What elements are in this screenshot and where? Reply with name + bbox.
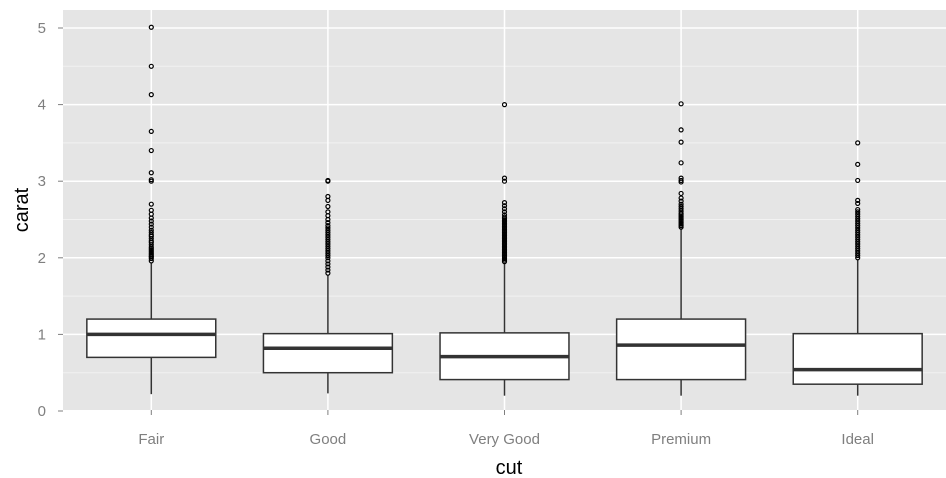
outlier-point: [501, 175, 508, 181]
outlier-point: [678, 175, 684, 181]
outlier-point: [148, 177, 154, 183]
y-tick-label: 0: [38, 403, 46, 420]
iqr-box: [262, 332, 394, 374]
box-good: [262, 177, 394, 394]
outlier-point: [325, 264, 331, 270]
x-axis-title: cut: [496, 457, 523, 478]
iqr-box: [615, 318, 747, 381]
outlier-point: [148, 201, 154, 207]
x-axis: Fair Good Very Good Premium Ideal: [138, 410, 874, 448]
outlier-point: [325, 209, 331, 215]
outlier-point: [855, 206, 861, 213]
outlier-point: [325, 223, 331, 229]
outlier-point: [148, 63, 154, 69]
outlier-point: [325, 261, 331, 267]
y-tick-label: 2: [38, 250, 46, 267]
outlier-point: [678, 160, 684, 166]
outlier-point: [678, 101, 684, 107]
outlier-point: [678, 190, 684, 197]
outlier-point: [678, 198, 684, 204]
outlier-point: [148, 170, 154, 176]
outlier-point: [855, 197, 861, 203]
outlier-point: [148, 128, 154, 135]
outlier-point: [678, 127, 684, 133]
outlier-point: [148, 218, 154, 224]
outlier-point: [148, 92, 154, 98]
outlier-point: [501, 203, 508, 209]
box-series: [86, 24, 923, 396]
outlier-point: [148, 224, 154, 230]
y-axis-title: carat: [11, 187, 33, 232]
outlier-point: [501, 101, 508, 108]
outlier-point: [325, 225, 331, 231]
box-premium: [615, 101, 747, 396]
outlier-point: [501, 178, 508, 184]
y-tick-label: 4: [38, 97, 46, 114]
outlier-point: [325, 267, 331, 273]
outlier-point: [148, 229, 154, 236]
outlier-point: [325, 258, 331, 264]
outlier-point: [325, 177, 331, 184]
outlier-point: [678, 201, 684, 207]
outlier-point: [501, 200, 508, 206]
y-axis: 0 1 2 3 4 5: [38, 20, 63, 420]
outlier-point: [501, 212, 508, 218]
outlier-point: [148, 24, 154, 30]
outlier-point: [325, 270, 331, 276]
box-fair: [86, 24, 217, 395]
outlier-point: [148, 207, 154, 213]
outlier-point: [501, 206, 508, 212]
y-tick-label: 5: [38, 20, 46, 37]
outlier-point: [325, 193, 331, 200]
iqr-box: [792, 332, 923, 385]
y-tick-label: 3: [38, 173, 46, 190]
outlier-point: [855, 140, 861, 146]
outlier-point: [678, 177, 684, 184]
box-very-good: [439, 101, 570, 396]
outlier-point: [501, 209, 508, 215]
x-tick-label: Very Good: [469, 431, 540, 448]
x-tick-label: Fair: [138, 431, 164, 448]
y-tick-label: 1: [38, 326, 46, 343]
x-tick-label: Ideal: [841, 431, 874, 448]
outlier-point: [855, 161, 861, 167]
outlier-point: [855, 200, 861, 207]
outlier-point: [325, 219, 331, 226]
outlier-point: [325, 203, 331, 210]
iqr-box: [86, 318, 217, 359]
outlier-point: [148, 227, 154, 233]
outlier-point: [501, 214, 508, 220]
outlier-point: [855, 209, 861, 215]
outlier-point: [148, 221, 154, 227]
outlier-point: [678, 139, 684, 145]
x-tick-label: Premium: [651, 431, 711, 448]
outlier-point: [148, 147, 154, 154]
outlier-point: [855, 177, 861, 184]
outlier-point: [678, 203, 684, 210]
box-ideal: [792, 140, 923, 396]
x-tick-label: Good: [310, 431, 347, 448]
